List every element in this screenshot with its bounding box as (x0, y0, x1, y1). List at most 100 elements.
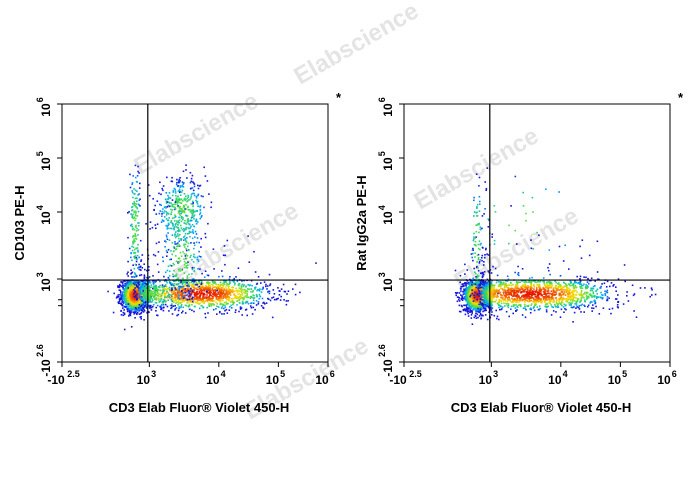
event-dot (464, 310, 467, 312)
event-dot (181, 229, 184, 231)
event-dot (193, 266, 196, 269)
event-dot (185, 299, 187, 301)
event-dot (131, 295, 133, 297)
event-dot (283, 299, 285, 301)
event-dot (226, 298, 228, 301)
event-dot (165, 211, 168, 213)
event-dot (202, 195, 204, 198)
event-dot (224, 289, 227, 292)
event-dot (225, 284, 228, 287)
event-dot (174, 243, 176, 245)
event-dot (178, 261, 180, 264)
event-dot (143, 308, 145, 311)
event-dot (469, 303, 471, 305)
event-dot (135, 308, 137, 310)
event-dot (227, 298, 229, 301)
event-dot (136, 295, 138, 298)
event-dot (195, 301, 197, 304)
event-dot (123, 280, 125, 282)
event-dot (204, 300, 206, 303)
event-dot (481, 227, 483, 230)
event-dot (180, 216, 183, 218)
event-dot (206, 299, 209, 301)
event-dot (128, 296, 130, 299)
event-dot (151, 294, 154, 297)
event-dot (120, 298, 123, 301)
event-dot (267, 298, 270, 300)
event-dot (227, 285, 230, 288)
event-dot (128, 315, 130, 317)
event-dot (144, 300, 147, 303)
event-dot (186, 262, 188, 264)
event-dot (181, 291, 183, 294)
event-dot (179, 268, 181, 270)
event-dot (471, 294, 474, 297)
event-dot (129, 294, 131, 296)
event-dot (144, 302, 147, 305)
event-dot (179, 270, 182, 272)
event-dot (241, 300, 244, 303)
event-dot (186, 280, 188, 282)
event-dot (150, 296, 152, 299)
event-dot (171, 297, 173, 300)
event-dot (177, 280, 180, 283)
event-dot (174, 233, 176, 236)
event-dot (149, 298, 151, 300)
event-dot (176, 243, 178, 245)
event-dot (477, 269, 480, 272)
event-dot (458, 300, 461, 302)
event-dot (127, 271, 129, 273)
event-dot (233, 284, 236, 286)
event-dot (172, 275, 175, 278)
event-dot (125, 303, 128, 305)
event-dot (198, 299, 201, 301)
event-dot (135, 258, 138, 261)
event-dot (225, 295, 227, 298)
event-dot (129, 281, 132, 284)
event-dot (164, 294, 166, 296)
event-dot (135, 217, 137, 220)
event-dot (234, 295, 237, 297)
event-dot (122, 300, 124, 303)
event-dot (172, 190, 175, 192)
event-dot (258, 289, 260, 291)
y-tick-label: 10 (39, 103, 53, 117)
event-dot (142, 298, 144, 300)
event-dot (161, 285, 164, 288)
event-dot (228, 292, 230, 295)
event-dot (184, 208, 186, 210)
event-dot (178, 190, 181, 192)
event-dot (493, 314, 496, 317)
event-dot (199, 184, 202, 187)
event-dot (476, 313, 479, 316)
event-dot (159, 293, 162, 296)
event-dot (223, 307, 225, 310)
event-dot (183, 266, 186, 269)
event-dot (118, 286, 121, 289)
event-dot (191, 268, 194, 271)
event-dot (159, 181, 161, 184)
event-dot (180, 255, 183, 257)
event-dot (200, 284, 202, 286)
event-dot (204, 232, 207, 235)
event-dot (154, 204, 156, 207)
event-dot (229, 276, 231, 278)
event-dot (194, 236, 196, 238)
event-dot (481, 296, 484, 299)
event-dot (165, 200, 168, 203)
event-dot (131, 226, 134, 228)
event-dot (227, 287, 230, 290)
event-dot (149, 306, 151, 308)
event-dot (179, 205, 181, 208)
event-dot (168, 287, 170, 290)
event-dot (222, 297, 225, 300)
event-dot (156, 314, 158, 316)
event-dot (189, 181, 192, 184)
event-dot (131, 297, 134, 300)
event-dot (192, 205, 194, 208)
event-dot (171, 300, 173, 303)
event-dot (181, 189, 184, 192)
event-dot (138, 296, 140, 299)
event-dot (197, 184, 199, 187)
event-dot (151, 298, 153, 300)
